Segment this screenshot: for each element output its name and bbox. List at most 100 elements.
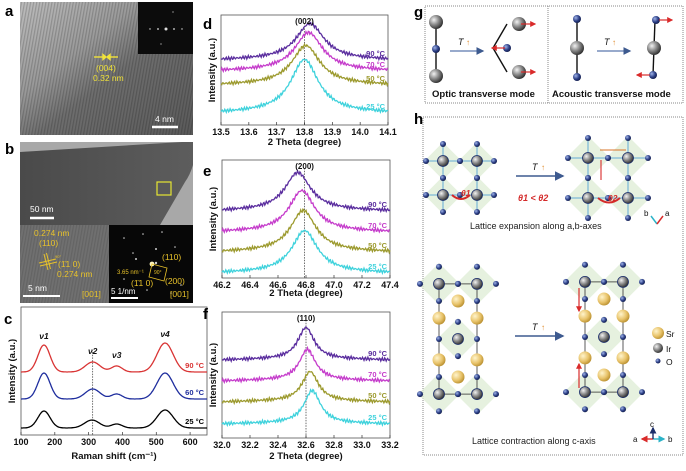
o-atom [455,318,461,325]
series-label: 25 °C [185,417,204,426]
x-axis-title: 2 Theta (degree) [269,451,342,462]
sr-atom [578,309,592,323]
o-atom [440,209,446,215]
axis-a-label: a [633,435,638,444]
series-line-60C [21,372,207,400]
plot-frame [20,306,208,436]
o-atom [585,135,591,141]
x-tick-label: 33.2 [381,440,399,450]
series-line-90C [221,169,391,214]
o-atom [457,158,463,164]
x-tick-label: 46.4 [241,280,259,290]
temperature-up-symbol: ↑ [612,38,616,47]
o-atom [601,389,607,396]
o-atom [649,71,657,79]
panel-a: a (004) 0.32 nm 4 nm [5,2,193,135]
ir-atom [512,65,526,79]
peak-label-v2: ν2 [88,346,98,356]
ir-atom [433,388,445,401]
hrtem-angle: 90° [55,254,61,259]
o-atom [565,195,571,201]
peak-label-v3: ν3 [112,350,122,360]
x-tick-label: 13.9 [324,127,342,137]
ir-atom [471,277,483,290]
x-tick-label: 100 [13,437,28,447]
series-label: 90 °C [366,49,385,58]
ir-atom [582,192,594,204]
theta2-arc [597,197,621,204]
ir-legend-icon [653,343,663,353]
series-line-50C [221,370,391,406]
o-atom [585,215,591,221]
spacing-arrows [94,53,118,61]
arrow-label-t: T [532,322,539,332]
o-atom [620,296,626,302]
o-atom [582,261,588,268]
ir-atom [617,275,629,288]
o-atom [601,316,607,323]
panel-label-c: c [4,311,12,328]
x-axis-title: Raman shift (cm⁻¹) [71,451,156,462]
panel-label-f: f [203,306,209,323]
series-label: 50 °C [368,241,387,250]
o-atom [474,263,480,270]
o-atom [417,280,423,287]
scale-bar-label-b-top: 50 nm [30,204,54,214]
crystal-region [20,142,193,225]
sr-legend-icon [652,327,664,339]
optic-mode-caption: Optic transverse mode [432,89,535,100]
fft-plane-110: (110) [162,252,181,262]
y-axis-title: Intensity (a.u.) [208,343,219,407]
ir-atom [579,275,591,288]
o-atom [582,372,588,378]
ir-atom [433,277,445,290]
sr-atom [616,309,630,323]
sr-atom [578,351,592,365]
o-atom [436,298,442,304]
atom-legend: Sr Ir O [652,327,675,367]
o-atom [474,336,480,342]
theta1-arc [451,194,471,200]
spacing-label: 0.32 nm [93,73,124,83]
ir-atom [471,388,483,401]
sr-atom [432,353,446,367]
o-atom [645,155,651,161]
o-atom [573,73,581,81]
series-line-25C [220,58,389,115]
acoustic-mode-diagram: T ↑ [570,15,674,81]
o-atom [625,215,631,221]
o-atom [436,336,442,342]
plot-frame [221,159,391,279]
chart-d: d 13.5 13.6 13.7 13.8 13.9 14.0 14.1 2 Theta (de… [203,14,397,148]
o-atom [474,175,480,181]
ir-atom [437,155,449,167]
o-atom [491,192,497,198]
arrow-label-t: T [604,37,611,47]
arrow-label-t: T [532,162,539,172]
x-tick-label: 32.0 [213,440,231,450]
ir-atom [429,15,443,29]
series-line-50C [220,42,389,88]
temperature-up-symbol: ↑ [466,38,470,47]
o-atom [493,280,499,287]
x-tick-label: 47.2 [353,280,371,290]
hrtem-spacing-2: 0.274 nm [57,269,92,279]
ir-atom [647,41,661,55]
theta2-label: θ2 [608,193,618,203]
series-line-25C [221,229,391,276]
chart-c: c 100 200 300 400 500 600 Raman shift (cm⁻¹) Int… [4,306,208,462]
series-line-70C [221,188,391,234]
x-tick-label: 13.8 [296,127,314,137]
o-atom [625,175,631,181]
series-label: 50 °C [368,391,387,400]
o-atom [645,195,651,201]
panel-label-e: e [203,163,211,180]
x-tick-label: 600 [183,437,198,447]
o-atom [625,135,631,141]
axis-b-label: b [644,209,649,218]
o-atom [491,158,497,164]
sr-atom [616,351,630,365]
o-atom [474,209,480,215]
panel-label-h: h [414,111,423,128]
